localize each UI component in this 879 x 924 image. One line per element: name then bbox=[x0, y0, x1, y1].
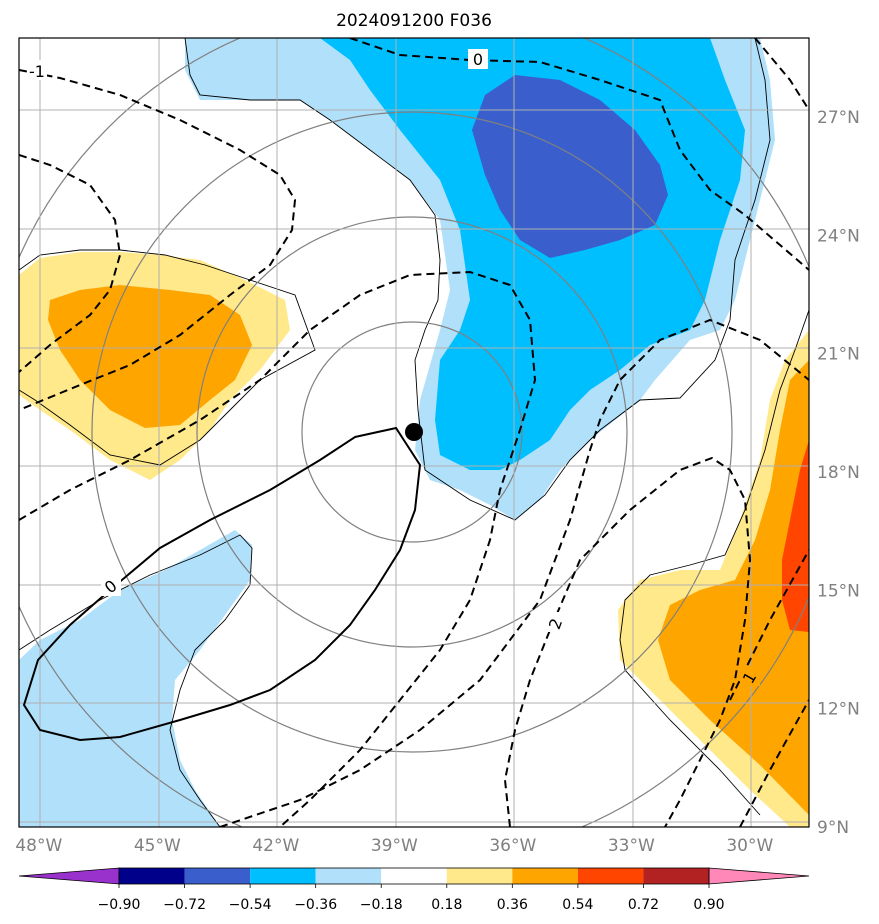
colorbar-segment bbox=[577, 868, 644, 884]
colorbar-label: 0.54 bbox=[562, 897, 593, 913]
plot-frame bbox=[18, 37, 810, 828]
contour-labels: -1 0 2 1 0 bbox=[27, 49, 760, 687]
colorbar-segment bbox=[315, 868, 382, 884]
x-tick-label: 42°W bbox=[252, 836, 299, 856]
y-tick-label: 15°N bbox=[817, 581, 860, 601]
plot-area: -1 0 2 1 0 bbox=[19, 38, 809, 827]
colorbar-segment bbox=[250, 868, 316, 884]
colorbar-segment bbox=[643, 868, 709, 884]
dashed-contours bbox=[19, 38, 809, 827]
colorbar-label: 0.72 bbox=[628, 897, 659, 913]
colorbar-label: −0.18 bbox=[360, 897, 403, 913]
y-tick-label: 9°N bbox=[817, 818, 849, 838]
colorbar-label: −0.90 bbox=[98, 897, 141, 913]
shade-redorange-east bbox=[782, 440, 809, 632]
colorbar: −0.90 −0.72 −0.54 −0.36 −0.18 0.18 0.36 0.54 0.7… bbox=[18, 867, 810, 913]
x-tick-label: 39°W bbox=[371, 836, 418, 856]
colorbar-segment bbox=[512, 868, 578, 884]
x-tick-labels: 48°W 45°W 42°W 39°W 36°W 33°W 30°W bbox=[15, 836, 773, 856]
y-tick-label: 24°N bbox=[817, 226, 860, 246]
y-tick-labels: 9°N 12°N 15°N 18°N 21°N 24°N 27°N bbox=[817, 108, 860, 838]
x-tick-label: 30°W bbox=[726, 836, 773, 856]
colorbar-extend-high bbox=[708, 867, 810, 885]
colorbar-segment bbox=[119, 868, 185, 884]
shade-lightblue-southwest bbox=[19, 530, 252, 827]
x-tick-label: 33°W bbox=[608, 836, 655, 856]
storm-center-marker bbox=[405, 423, 423, 441]
x-tick-label: 36°W bbox=[489, 836, 536, 856]
colorbar-label: −0.36 bbox=[294, 897, 337, 913]
range-rings bbox=[19, 38, 809, 827]
shade-darkblue bbox=[472, 75, 668, 258]
y-tick-label: 12°N bbox=[817, 700, 860, 720]
colorbar-frame bbox=[118, 867, 710, 885]
colorbar-label: 0.18 bbox=[431, 897, 462, 913]
x-tick-label: 48°W bbox=[15, 836, 62, 856]
colorbar-label: 0.36 bbox=[497, 897, 528, 913]
y-tick-label: 18°N bbox=[817, 463, 860, 483]
grid-lines bbox=[19, 38, 809, 827]
colorbar-extend-low bbox=[18, 867, 120, 885]
solid-contour-zero bbox=[22, 426, 422, 742]
y-tick-label: 21°N bbox=[817, 345, 860, 365]
colorbar-label: −0.72 bbox=[163, 897, 206, 913]
colorbar-label: 0.90 bbox=[693, 897, 724, 913]
contour-label: 0 bbox=[473, 50, 483, 69]
colorbar-label: −0.54 bbox=[229, 897, 272, 913]
colorbar-segment bbox=[381, 868, 447, 884]
x-tick-label: 45°W bbox=[134, 836, 181, 856]
colorbar-segment bbox=[446, 868, 513, 884]
colorbar-segment bbox=[184, 868, 251, 884]
contour-label: -1 bbox=[29, 62, 45, 81]
chart-title: 2024091200 F036 bbox=[336, 11, 492, 31]
shade-orange-east bbox=[658, 360, 809, 815]
y-tick-label: 27°N bbox=[817, 108, 860, 128]
